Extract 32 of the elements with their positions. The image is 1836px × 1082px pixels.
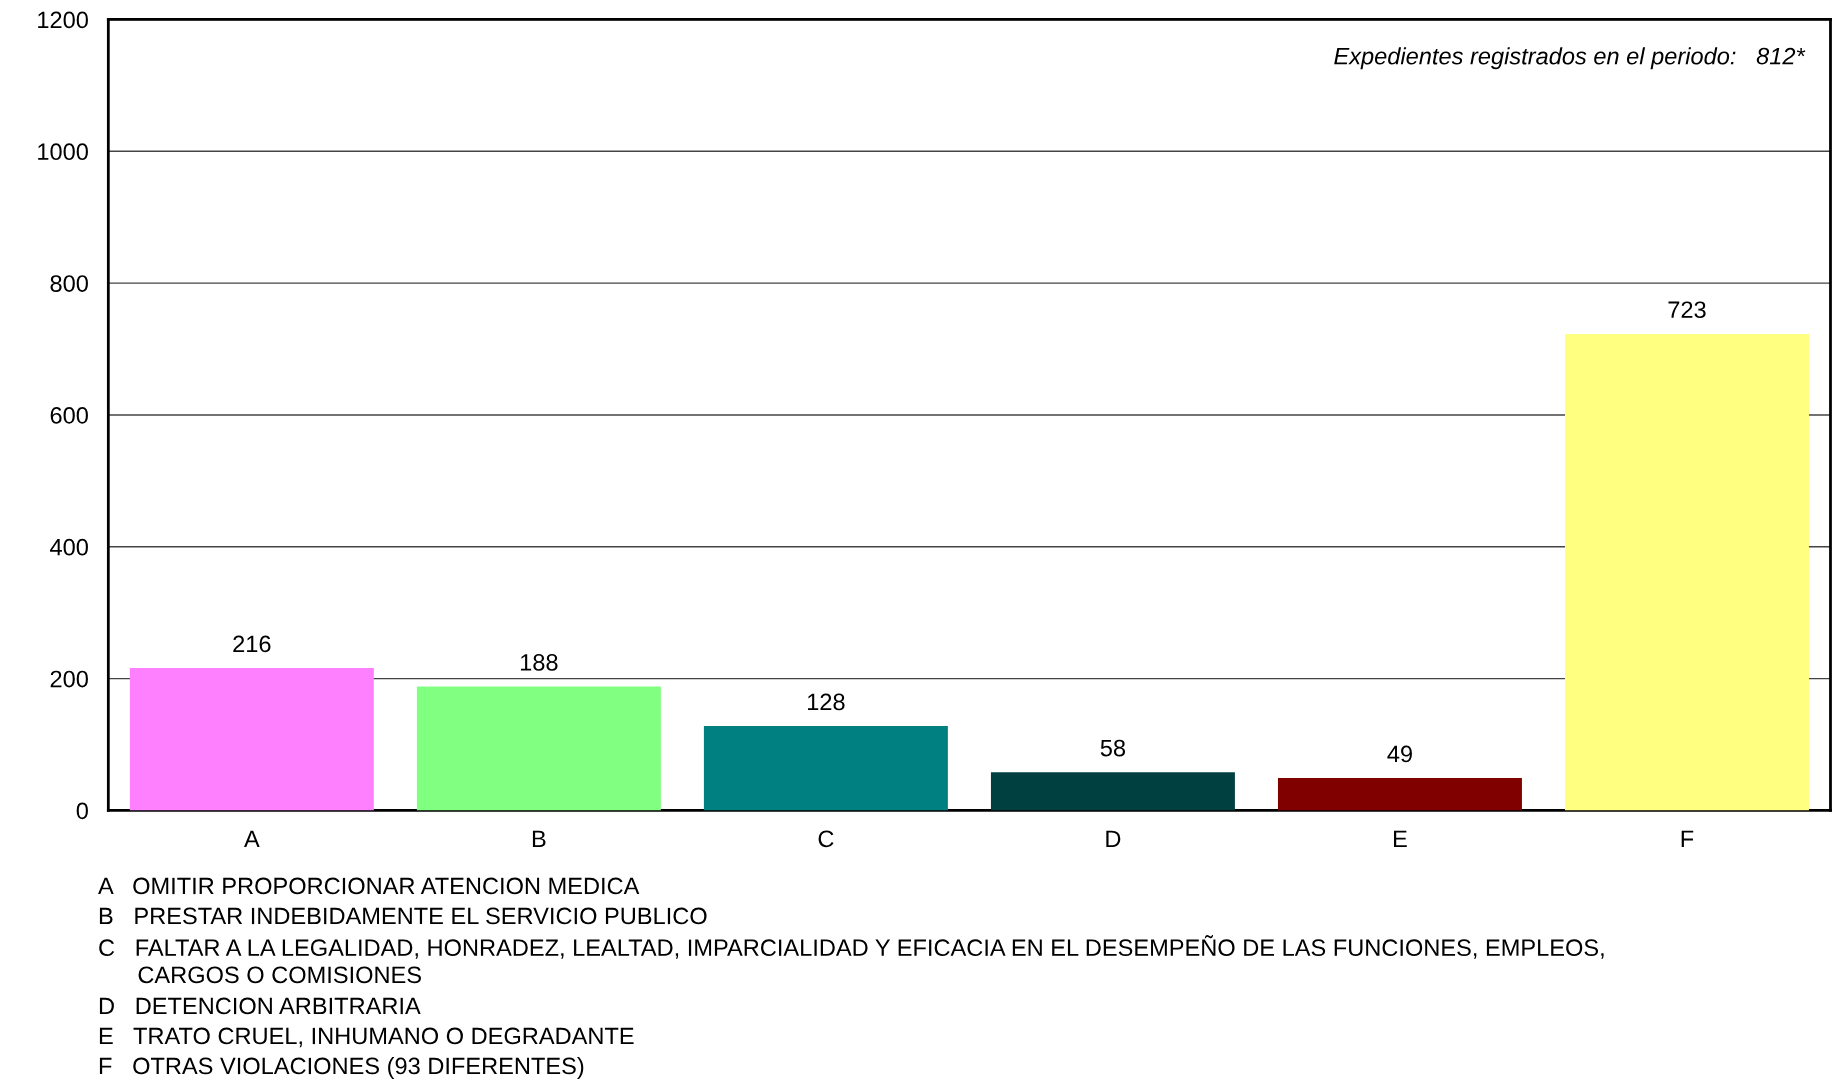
x-tick-label: E (1394, 830, 1407, 847)
text: A OMITIR PROPORCIONAR ATENCION MEDICA (98, 877, 640, 895)
text: F OTRAS VIOLACIONES (93 DIFERENTES) (99, 1057, 584, 1079)
data-label: 49 (1387, 745, 1412, 763)
data-label: 128 (808, 693, 845, 711)
x-tick-label: D (1106, 830, 1121, 847)
bar (990, 772, 1235, 811)
data-label: 58 (1100, 739, 1126, 757)
bar (703, 726, 948, 811)
bar (1277, 778, 1522, 811)
x-tick-label: C (818, 830, 834, 848)
y-tick-label: 1000 (38, 143, 88, 161)
text: C FALTAR A LA LEGALIDAD, HONRADEZ, LEALTAD, IMPARCIALIDAD Y EFICACIA EN EL DESEMPEÑO DE LAS FUNCIONES, EMPLEOS, CARGOS O COMISIONES (99, 935, 1604, 984)
bar (416, 686, 661, 811)
x-tick-label: B (532, 830, 546, 847)
data-label: 216 (233, 635, 271, 653)
y-tick-label: 200 (50, 670, 88, 688)
bar (129, 668, 374, 811)
data-label: 188 (520, 654, 558, 671)
x-tick-label: F (1681, 830, 1694, 847)
y-tick-label: 800 (50, 275, 88, 292)
x-tick-label: A (244, 830, 260, 847)
y-tick-label: 400 (50, 538, 88, 556)
y-tick-label: 600 (50, 407, 88, 424)
y-tick-label: 0 (76, 802, 88, 820)
text: B PRESTAR INDEBIDAMENTE EL SERVICIO PUBLICO (99, 907, 707, 925)
text: E TRATO CRUEL, INHUMANO O DEGRADANTE (99, 1027, 634, 1048)
annotation: Expedientes registrados en el periodo: 812* (1334, 47, 1806, 70)
data-label: 723 (1668, 301, 1706, 319)
bar (1564, 333, 1809, 811)
y-tick-label: 1200 (38, 11, 88, 29)
text: D DETENCION ARBITRARIA (99, 997, 421, 1015)
